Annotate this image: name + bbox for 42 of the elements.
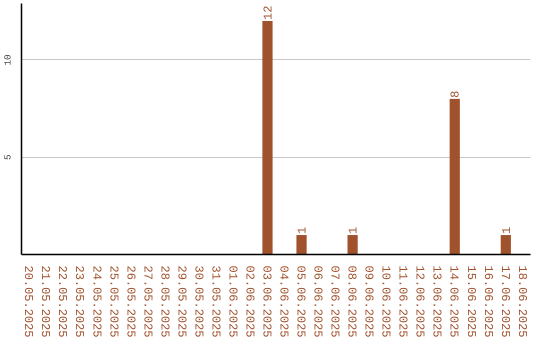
x-tick-label: 08.06.2025 <box>344 266 359 338</box>
x-tick-label: 27.05.2025 <box>140 266 154 338</box>
bar <box>262 21 273 254</box>
y-tick-label: 5 <box>2 154 14 160</box>
x-tick-label: 06.06.2025 <box>310 266 325 338</box>
x-tick-label: 20.05.2025 <box>21 266 36 338</box>
bar <box>450 98 460 254</box>
x-tick-label: 29.05.2025 <box>174 266 188 338</box>
x-tick-label: 12.06.2025 <box>412 266 427 338</box>
x-tick-label: 25.05.2025 <box>106 266 120 338</box>
x-tick-label: 22.05.2025 <box>55 266 70 338</box>
y-tick-label: 10 <box>2 54 14 66</box>
x-tick-label: 28.05.2025 <box>157 266 172 338</box>
x-tick-label: 02.06.2025 <box>242 266 256 338</box>
x-tick-label: 31.05.2025 <box>208 266 222 338</box>
x-tick-label: 26.05.2025 <box>123 266 138 338</box>
x-tick-label: 10.06.2025 <box>378 266 393 338</box>
x-tick-label: 05.06.2025 <box>294 266 308 338</box>
x-tick-label: 14.06.2025 <box>446 266 461 338</box>
x-tick-label: 18.06.2025 <box>514 266 529 338</box>
x-tick-label: 15.06.2025 <box>464 266 478 338</box>
data-label: 1 <box>296 226 310 234</box>
x-tick-label: 11.06.2025 <box>396 266 410 338</box>
x-tick-label: 23.05.2025 <box>72 266 86 338</box>
data-label: 1 <box>346 226 361 234</box>
bar <box>296 235 307 254</box>
x-tick-label: 04.06.2025 <box>276 266 291 338</box>
x-tick-label: 07.06.2025 <box>328 266 342 338</box>
x-tick-label: 17.06.2025 <box>498 266 512 338</box>
x-tick-label: 30.05.2025 <box>191 266 206 338</box>
x-tick-label: 24.05.2025 <box>89 266 104 338</box>
x-tick-label: 13.06.2025 <box>430 266 444 338</box>
x-tick-label: 21.05.2025 <box>38 266 52 338</box>
x-tick-label: 03.06.2025 <box>259 266 274 338</box>
data-label: 12 <box>261 6 276 20</box>
data-label: 1 <box>500 226 514 234</box>
bar <box>500 235 511 254</box>
bar <box>348 235 358 254</box>
data-label: 8 <box>448 90 463 98</box>
x-tick-label: 09.06.2025 <box>362 266 376 338</box>
x-tick-label: 01.06.2025 <box>225 266 240 338</box>
x-tick-label: 16.06.2025 <box>480 266 495 338</box>
